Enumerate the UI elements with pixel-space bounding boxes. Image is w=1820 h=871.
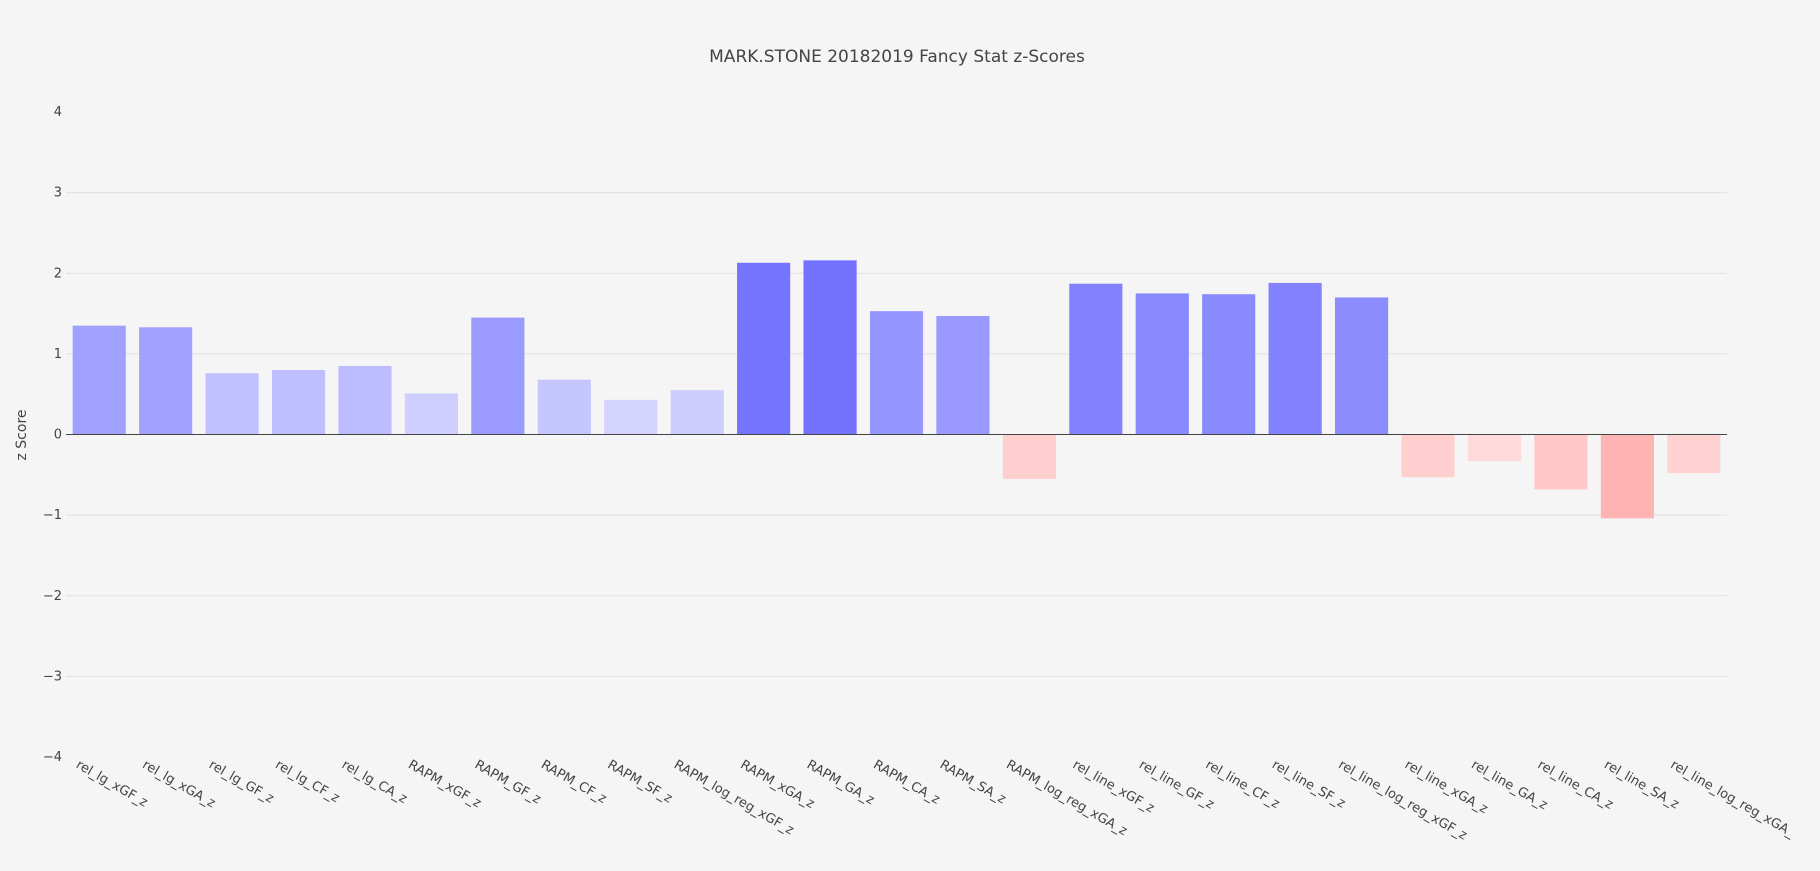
x-tick-label: RAPM_xGF_z [405, 757, 483, 811]
bar-rapm-log-reg-xga-z[interactable] [1002, 434, 1056, 479]
bar-rapm-log-reg-xgf-z[interactable] [670, 390, 724, 435]
y-tick-label: −3 [43, 669, 62, 684]
x-axis-ticks: rel_lg_xGF_zrel_lg_xGA_zrel_lg_GF_zrel_l… [73, 757, 1797, 843]
bar-rel-lg-xgf-z[interactable] [72, 325, 126, 435]
bar-rapm-ca-z[interactable] [869, 311, 924, 435]
y-tick-label: −2 [43, 589, 62, 604]
y-tick-label: 1 [54, 347, 62, 362]
x-tick-label: rel_line_log_reg_xGA_ [1668, 757, 1798, 840]
x-tick-label: rel_line_CF_z [1203, 757, 1283, 812]
bar-rapm-xga-z[interactable] [737, 262, 791, 435]
bar-rapm-xgf-z[interactable] [404, 393, 458, 435]
bar-rel-lg-ca-z[interactable] [338, 365, 392, 435]
x-tick-label: RAPM_CA_z [871, 757, 943, 807]
chart-title: MARK.STONE 20182019 Fancy Stat z-Scores [709, 47, 1085, 67]
y-tick-label: 0 [54, 428, 62, 443]
x-tick-label: rel_lg_CA_z [339, 757, 410, 806]
bar-rel-line-ca-z[interactable] [1534, 434, 1588, 490]
x-tick-label: rel_lg_xGF_z [73, 757, 150, 810]
bar-rel-line-cf-z[interactable] [1202, 294, 1256, 435]
y-tick-label: −1 [43, 508, 62, 523]
x-tick-label: RAPM_GF_z [472, 757, 544, 807]
x-tick-label: RAPM_SA_z [937, 757, 1008, 807]
bar-rel-line-sa-z[interactable] [1600, 434, 1654, 519]
x-tick-label: rel_line_SF_z [1269, 757, 1348, 811]
bar-rel-line-log-reg-xgf-z[interactable] [1335, 297, 1389, 435]
y-axis-title: z Score [14, 409, 30, 460]
y-axis-ticks: −4 −3 −2 −1 0 1 2 3 4 [43, 105, 62, 765]
x-tick-label: RAPM_log_reg_xGF_z [671, 757, 796, 838]
bar-rel-line-xgf-z[interactable] [1069, 283, 1123, 435]
bar-rel-line-xga-z[interactable] [1401, 434, 1455, 478]
bar-rapm-cf-z[interactable] [537, 379, 591, 435]
bar-rel-lg-xga-z[interactable] [139, 327, 193, 435]
bar-rapm-sa-z[interactable] [936, 315, 990, 435]
bar-rel-line-sf-z[interactable] [1268, 282, 1322, 435]
bar-rel-lg-cf-z[interactable] [271, 370, 326, 435]
bars [72, 260, 1721, 519]
x-tick-label: RAPM_log_reg_xGA_z [1003, 757, 1129, 839]
y-tick-label: 4 [54, 105, 62, 120]
x-tick-label: RAPM_SF_z [605, 757, 675, 806]
bar-rel-line-log-reg-xga-z[interactable] [1667, 434, 1721, 474]
y-tick-label: −4 [43, 750, 62, 765]
y-tick-label: 3 [54, 186, 62, 201]
bar-rel-lg-gf-z[interactable] [205, 373, 259, 435]
x-tick-label: rel_lg_CF_z [273, 757, 342, 806]
gridlines [66, 192, 1727, 677]
bar-rapm-gf-z[interactable] [471, 317, 525, 435]
x-tick-label: RAPM_CF_z [538, 757, 609, 806]
y-tick-label: 2 [54, 266, 62, 281]
bar-rapm-ga-z[interactable] [803, 260, 857, 435]
bar-rel-line-gf-z[interactable] [1135, 293, 1189, 435]
x-tick-label: rel_lg_xGA_z [140, 757, 218, 811]
bar-rapm-sf-z[interactable] [604, 399, 658, 435]
bar-rel-line-ga-z[interactable] [1467, 434, 1522, 462]
